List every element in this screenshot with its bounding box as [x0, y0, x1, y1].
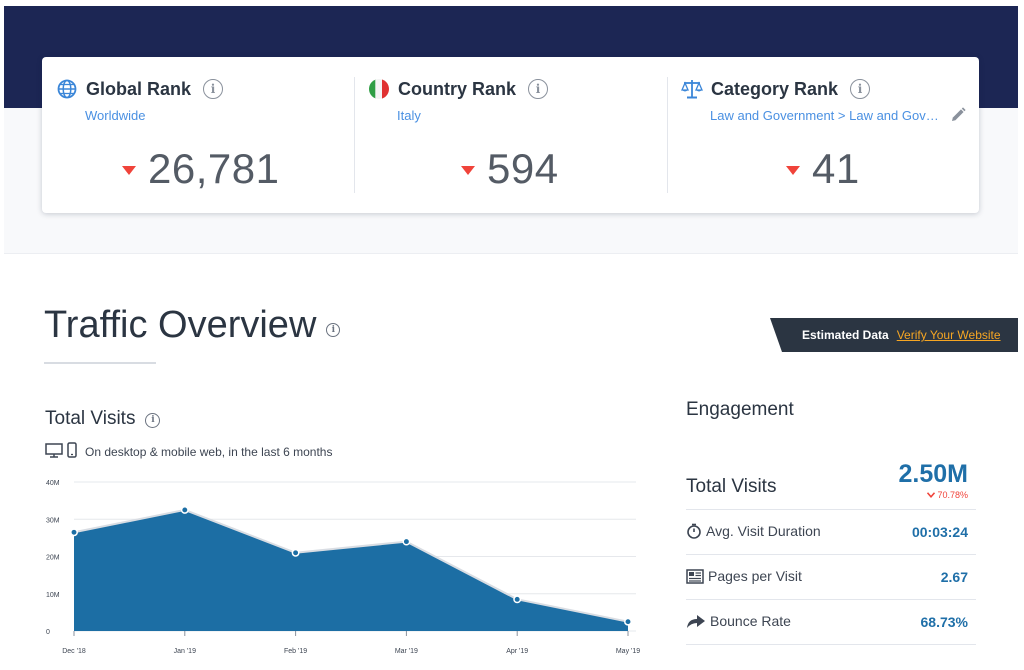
info-icon[interactable]: i: [850, 79, 871, 99]
down-arrow-icon: [786, 165, 800, 175]
info-icon[interactable]: i: [326, 322, 341, 337]
y-tick-label: 10M: [46, 592, 60, 599]
visits-point[interactable]: [70, 528, 78, 537]
estimated-data-label: Estimated Data: [802, 328, 889, 342]
pages-per-visit-label: Pages per Visit: [686, 568, 802, 584]
visits-point[interactable]: [513, 595, 522, 604]
section-divider: [4, 253, 1018, 254]
visits-point[interactable]: [180, 505, 189, 514]
total-visits-change-value: 70.78%: [937, 490, 968, 500]
total-visits-value: 2.50M: [898, 460, 968, 488]
visits-point[interactable]: [402, 537, 411, 546]
country-rank-title: Country Rank: [398, 78, 517, 99]
pages-per-visit-text: Pages per Visit: [708, 568, 802, 584]
engagement-row: Bounce Rate 68.73%: [686, 600, 976, 645]
country-rank-header: Country Rank i: [368, 78, 549, 100]
country-rank-value: 594: [487, 145, 559, 192]
y-tick-label: 40M: [46, 480, 60, 487]
engagement-row: Avg. Visit Duration 00:03:24: [686, 510, 976, 555]
global-rank-header: Global Rank i: [56, 78, 224, 100]
x-tick-label: Dec '18: [62, 648, 86, 655]
y-tick-label: 20M: [46, 555, 60, 562]
down-arrow-icon: [461, 165, 475, 175]
global-rank: Global Rank i Worldwide 26,781: [42, 57, 354, 213]
total-visits-svg: 0 10M 20M 30M 40M Dec '18 Jan '19 Feb '19 Mar '1…: [46, 480, 640, 655]
x-tick-label: Jan '19: [174, 648, 196, 655]
verify-website-link[interactable]: Verify Your Website: [896, 328, 1001, 342]
global-rank-value: 26,781: [148, 145, 280, 192]
title-underline: [44, 362, 156, 364]
x-tick-label: Feb '19: [284, 648, 307, 655]
avg-visit-duration-label: Avg. Visit Duration: [686, 523, 821, 539]
traffic-overview-heading: Traffic Overview: [44, 304, 317, 346]
avg-visit-duration-text: Avg. Visit Duration: [706, 523, 821, 539]
device-note: On desktop & mobile web, in the last 6 m…: [45, 442, 332, 461]
x-tick-label: May '19: [616, 648, 640, 655]
bounce-rate-label: Bounce Rate: [686, 613, 791, 629]
info-icon[interactable]: i: [203, 79, 224, 99]
category-rank-value-row: 41: [786, 145, 860, 193]
pages-icon: [686, 568, 704, 584]
engagement-total-visits: Total Visits 2.50M 70.78%: [686, 456, 976, 510]
y-tick-label: 30M: [46, 517, 60, 524]
chevron-down-icon: [927, 490, 936, 500]
visits-point[interactable]: [291, 548, 300, 557]
info-icon[interactable]: i: [528, 79, 549, 99]
visits-point[interactable]: [624, 617, 632, 626]
bounce-rate-value: 68.73%: [920, 614, 968, 630]
country-rank: Country Rank i Italy 594: [354, 57, 667, 213]
globe-icon: [56, 78, 78, 100]
category-rank: Category Rank i Law and Government > Law…: [667, 57, 979, 213]
engagement-row: Pages per Visit 2.67: [686, 555, 976, 600]
country-rank-value-row: 594: [461, 145, 559, 193]
mobile-icon: [67, 442, 77, 461]
estimated-data-banner: Estimated Data Verify Your Website: [770, 318, 1018, 352]
y-tick-label: 0: [46, 629, 50, 636]
category-rank-title: Category Rank: [711, 78, 839, 99]
global-rank-value-row: 26,781: [122, 145, 279, 193]
country-rank-subtitle[interactable]: Italy: [397, 108, 421, 123]
x-tick-label: Apr '19: [506, 648, 528, 655]
avg-visit-duration-value: 00:03:24: [911, 524, 968, 540]
traffic-overview-title: Traffic Overview i: [44, 304, 341, 347]
category-rank-header: Category Rank i: [681, 78, 871, 100]
total-visits-label: Total Visits: [686, 476, 777, 497]
info-icon[interactable]: i: [145, 412, 161, 428]
global-rank-subtitle[interactable]: Worldwide: [85, 108, 146, 123]
total-visits-chart: 0 10M 20M 30M 40M Dec '18 Jan '19 Feb '19 Mar '1…: [40, 470, 640, 660]
global-rank-title: Global Rank: [86, 78, 192, 99]
rank-separator: [667, 77, 668, 193]
stopwatch-icon: [686, 523, 702, 539]
visits-line: [73, 508, 629, 623]
rank-separator: [354, 77, 355, 193]
category-rank-subtitle[interactable]: Law and Government > Law and Government: [710, 108, 940, 123]
rank-card: Global Rank i Worldwide 26,781 Country R…: [42, 57, 979, 213]
visits-area: [74, 509, 628, 631]
scales-icon: [681, 78, 703, 100]
engagement-title: Engagement: [686, 399, 794, 420]
pencil-icon[interactable]: [950, 107, 966, 128]
desktop-icon: [45, 442, 63, 461]
total-visits-change: 70.78%: [927, 490, 968, 500]
pages-per-visit-value: 2.67: [940, 569, 968, 585]
total-visits-chart-title: Total Visits i: [45, 408, 161, 430]
bounce-arrow-icon: [686, 613, 706, 629]
down-arrow-icon: [122, 165, 136, 175]
total-visits-heading: Total Visits: [45, 408, 136, 429]
italy-flag-icon: [368, 78, 390, 100]
bounce-rate-text: Bounce Rate: [710, 613, 791, 629]
category-rank-value: 41: [812, 145, 860, 192]
device-note-text: On desktop & mobile web, in the last 6 m…: [85, 444, 333, 459]
x-tick-label: Mar '19: [395, 648, 418, 655]
